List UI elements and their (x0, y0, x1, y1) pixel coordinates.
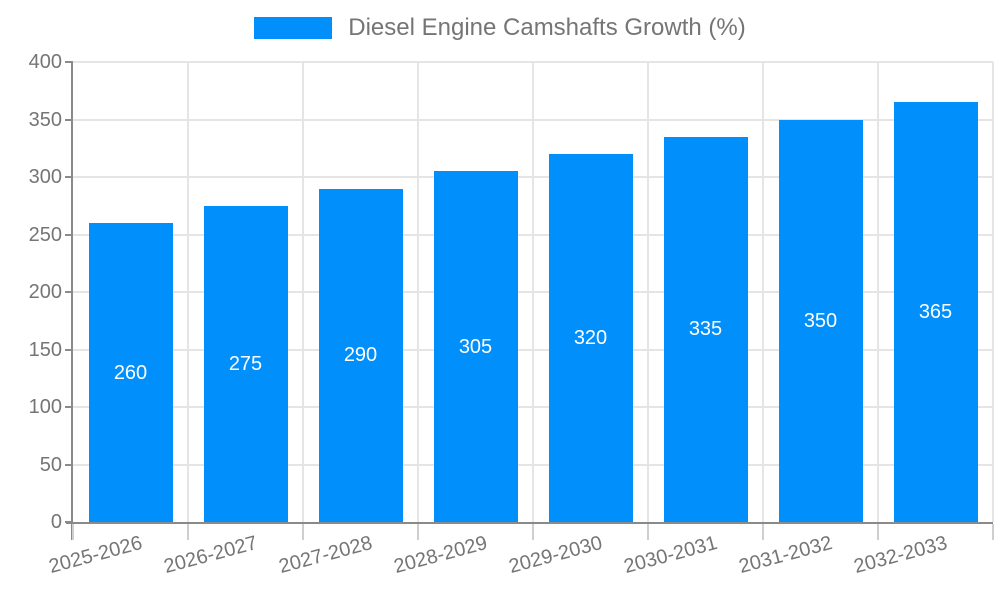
y-axis-label: 0 (50, 511, 62, 533)
gridline-vertical (647, 62, 649, 522)
y-axis-label: 350 (28, 108, 62, 131)
gridline-vertical (762, 62, 764, 522)
x-axis-tick (72, 524, 74, 540)
bar[interactable]: 290 (318, 188, 403, 522)
bar[interactable]: 335 (663, 136, 748, 522)
x-axis-line (66, 522, 993, 524)
x-axis-tick (647, 524, 649, 540)
y-axis-tick (65, 118, 73, 121)
y-axis-line (71, 62, 73, 540)
gridline-vertical (302, 62, 304, 522)
y-axis-label: 400 (28, 51, 62, 73)
x-axis-tick (417, 524, 419, 540)
gridline-vertical (417, 62, 419, 522)
bar-value-label: 260 (113, 361, 148, 384)
y-axis-label: 200 (28, 281, 62, 303)
x-axis-tick (532, 524, 534, 540)
y-axis-tick (65, 176, 73, 178)
bar-value-label: 320 (573, 327, 608, 349)
x-axis-tick (187, 524, 189, 540)
bar[interactable]: 305 (433, 171, 518, 522)
bar-value-label: 305 (458, 335, 493, 358)
gridline-vertical (532, 62, 534, 522)
bar[interactable]: 320 (548, 154, 633, 522)
y-axis-label: 50 (39, 453, 62, 476)
y-axis-tick (65, 521, 73, 523)
y-axis-label: 100 (28, 396, 62, 418)
gridline-vertical (187, 62, 189, 522)
y-axis-tick (65, 233, 73, 236)
bar-value-label: 350 (803, 309, 838, 332)
y-axis-tick (65, 463, 73, 466)
x-axis-tick (992, 524, 994, 540)
bar[interactable]: 350 (778, 119, 863, 522)
legend-swatch (254, 17, 333, 39)
bar-value-label: 290 (343, 344, 378, 367)
bar[interactable]: 275 (203, 205, 288, 522)
y-axis-label: 150 (28, 338, 62, 361)
gridline-vertical (992, 62, 994, 522)
bar[interactable]: 365 (893, 102, 978, 522)
legend-label: Diesel Engine Camshafts Growth (%) (348, 14, 746, 41)
legend-item[interactable]: Diesel Engine Camshafts Growth (%) (0, 14, 1000, 42)
x-axis-tick (302, 524, 304, 540)
gridline-vertical (877, 62, 879, 522)
y-axis-tick (65, 348, 73, 351)
x-axis-tick (762, 524, 764, 540)
bar[interactable]: 260 (88, 223, 173, 522)
y-axis-tick (65, 61, 73, 63)
y-axis-label: 300 (28, 166, 62, 188)
y-axis-tick (65, 291, 73, 293)
y-axis-tick (65, 406, 73, 408)
bar-value-label: 275 (228, 352, 263, 375)
bar-value-label: 365 (918, 301, 953, 324)
bar-value-label: 335 (688, 318, 723, 341)
y-axis-label: 250 (28, 223, 62, 246)
x-axis-tick (877, 524, 879, 540)
